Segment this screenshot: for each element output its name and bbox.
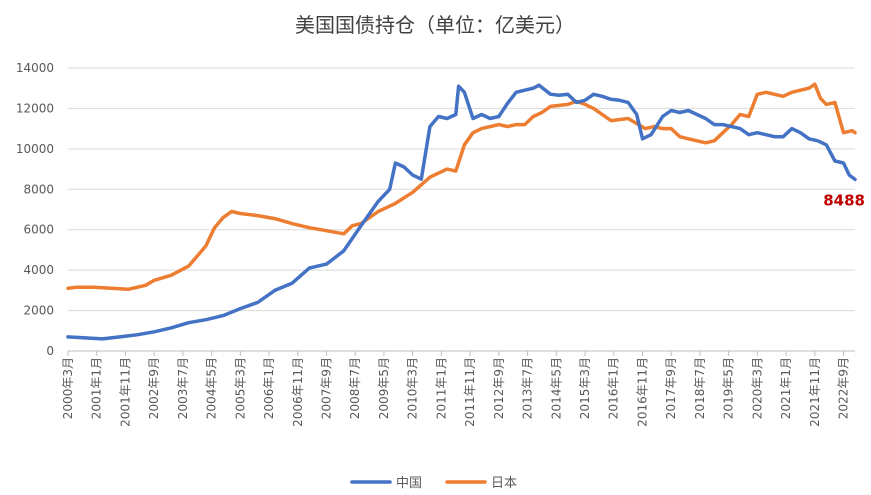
y-tick-label: 14000: [16, 61, 54, 75]
x-tick-label: 2001年1月: [90, 357, 104, 419]
x-tick-label: 2021年1月: [779, 357, 793, 419]
chart-title: 美国国债持仓（单位：亿美元）: [295, 13, 575, 37]
y-tick-label: 2000: [23, 304, 54, 318]
x-tick-label: 2019年5月: [722, 357, 736, 419]
x-tick-label: 2007年9月: [320, 357, 334, 419]
y-tick-label: 8000: [23, 182, 54, 196]
x-tick-label: 2003年7月: [176, 357, 190, 419]
y-tick-label: 12000: [16, 101, 54, 115]
x-tick-label: 2009年5月: [377, 357, 391, 419]
x-tick-label: 2016年1月: [607, 357, 621, 419]
x-tick-label: 2016年11月: [635, 357, 649, 427]
x-tick-label: 2001年11月: [118, 357, 132, 427]
y-tick-label: 10000: [16, 142, 54, 156]
x-axis: 2000年3月 2001年1月 2001年11月 2002年9月 2003年7月 2004…: [61, 351, 851, 427]
y-tick-label: 6000: [23, 223, 54, 237]
x-tick-label: 2010年3月: [406, 357, 420, 419]
series-lines: [66, 82, 857, 341]
x-tick-label: 2002年9月: [147, 357, 161, 419]
x-tick-label: 2017年9月: [664, 357, 678, 419]
legend-item-japan[interactable]: 日本: [445, 476, 517, 491]
x-tick-label: 2015年3月: [578, 357, 592, 419]
x-tick-label: 2020年3月: [750, 357, 764, 419]
x-tick-label: 2014年5月: [549, 357, 563, 419]
x-tick-label: 2008年7月: [348, 357, 362, 419]
legend-item-china[interactable]: 中国: [350, 476, 422, 491]
x-tick-label: 2011年11月: [463, 357, 477, 427]
x-tick-label: 2000年3月: [61, 357, 75, 419]
x-tick-label: 2006年11月: [291, 357, 305, 427]
x-tick-label: 2005年3月: [233, 357, 247, 419]
legend[interactable]: 中国 日本: [350, 476, 517, 491]
y-axis: 0 2000 4000 6000 8000 10000 12000 14000: [16, 61, 54, 358]
annotations: 8488: [823, 191, 865, 209]
series-line-china: [66, 83, 857, 341]
x-tick-label: 2012年9月: [492, 357, 506, 419]
x-tick-label: 2018年7月: [693, 357, 707, 419]
x-tick-label: 2011年1月: [434, 357, 448, 419]
legend-label: 日本: [491, 476, 517, 491]
x-tick-label: 2022年9月: [837, 357, 851, 419]
gridlines: [68, 67, 855, 352]
series-line-japan: [66, 82, 857, 292]
y-tick-label: 4000: [23, 263, 54, 277]
legend-label: 中国: [396, 476, 422, 491]
x-tick-label: 2004年5月: [205, 357, 219, 419]
y-tick-label: 0: [46, 344, 54, 358]
x-tick-label: 2013年7月: [521, 357, 535, 419]
last-value-label: 8488: [823, 191, 865, 209]
x-tick-label: 2006年1月: [262, 357, 276, 419]
x-tick-label: 2021年11月: [808, 357, 822, 427]
